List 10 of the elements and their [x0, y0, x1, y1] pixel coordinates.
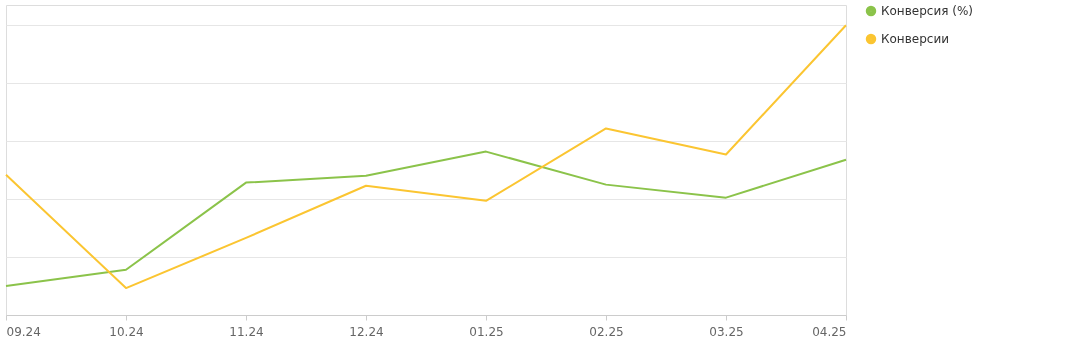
x-tick-label: 12.24: [349, 324, 384, 339]
x-tick-label: 02.25: [589, 324, 624, 339]
x-tick-label: 09.24: [6, 324, 41, 339]
x-tick-label: 11.24: [229, 324, 264, 339]
x-tick-label: 03.25: [709, 324, 744, 339]
legend-label: Конверсии: [881, 32, 949, 46]
legend-label: Конверсия (%): [881, 4, 973, 18]
x-tick-label: 10.24: [109, 324, 144, 339]
x-tick-label: 04.25: [812, 324, 847, 339]
x-tick-label: 01.25: [469, 324, 504, 339]
